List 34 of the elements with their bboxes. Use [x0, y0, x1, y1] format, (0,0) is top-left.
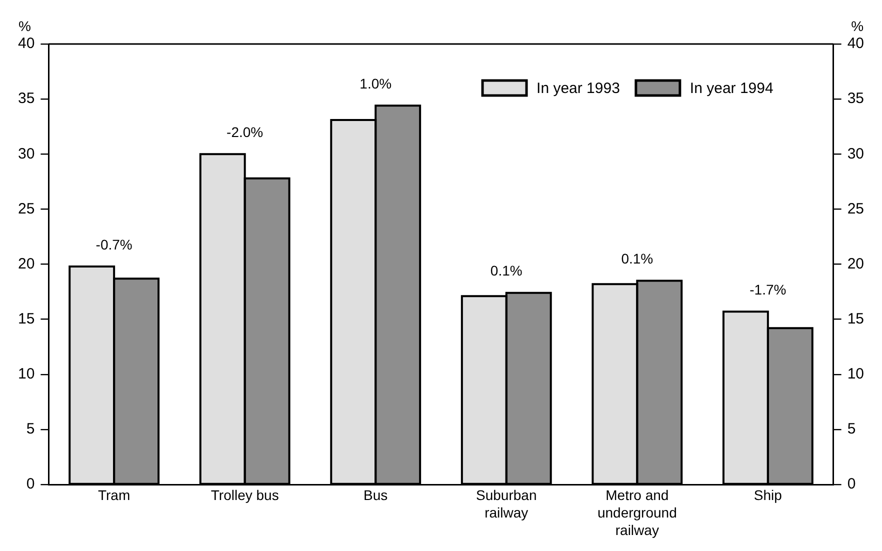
y-tick-label: 25: [18, 200, 35, 218]
annotation: 0.1%: [490, 262, 522, 279]
y-tick-label: 35: [18, 90, 35, 108]
y2-tick-label: 30: [847, 145, 864, 162]
y2-tick-label: 25: [847, 200, 864, 218]
x-tick-label: Tram: [98, 487, 130, 504]
y-tick-label: 10: [18, 366, 35, 383]
x-tick-label: Suburban railway: [476, 487, 537, 521]
x-tick-label: Ship: [754, 487, 782, 504]
annotation: -1.7%: [750, 281, 786, 298]
annotation: 1.0%: [360, 76, 392, 92]
annotation: -2.0%: [226, 124, 264, 140]
y-tick-label: 20: [18, 255, 35, 272]
y2-tick-label: 40: [847, 35, 864, 52]
legend-label: In year 1993: [536, 80, 620, 98]
y2-tick-label: 0: [847, 476, 856, 493]
y2-axis-title: %: [851, 18, 864, 34]
legend-label: In year 1994: [690, 80, 774, 98]
y2-tick-label: 5: [847, 420, 856, 438]
x-tick-label: Bus: [364, 487, 388, 504]
y-tick-label: 15: [18, 310, 35, 328]
annotation: 0.1%: [621, 250, 654, 267]
annotation: -0.7%: [96, 236, 132, 252]
y-tick-label: 40: [18, 35, 35, 52]
y2-tick-label: 20: [847, 255, 864, 272]
y2-tick-label: 35: [847, 90, 864, 108]
x-tick-label: Metro and underground railway: [597, 487, 677, 538]
x-tick-label: Trolley bus: [210, 487, 279, 504]
y-tick-label: 5: [26, 420, 35, 438]
y-axis-title: %: [18, 18, 31, 34]
y2-tick-label: 10: [847, 366, 864, 383]
y2-tick-label: 15: [847, 310, 864, 328]
y-tick-label: 0: [26, 476, 35, 493]
y-tick-label: 30: [18, 145, 35, 162]
